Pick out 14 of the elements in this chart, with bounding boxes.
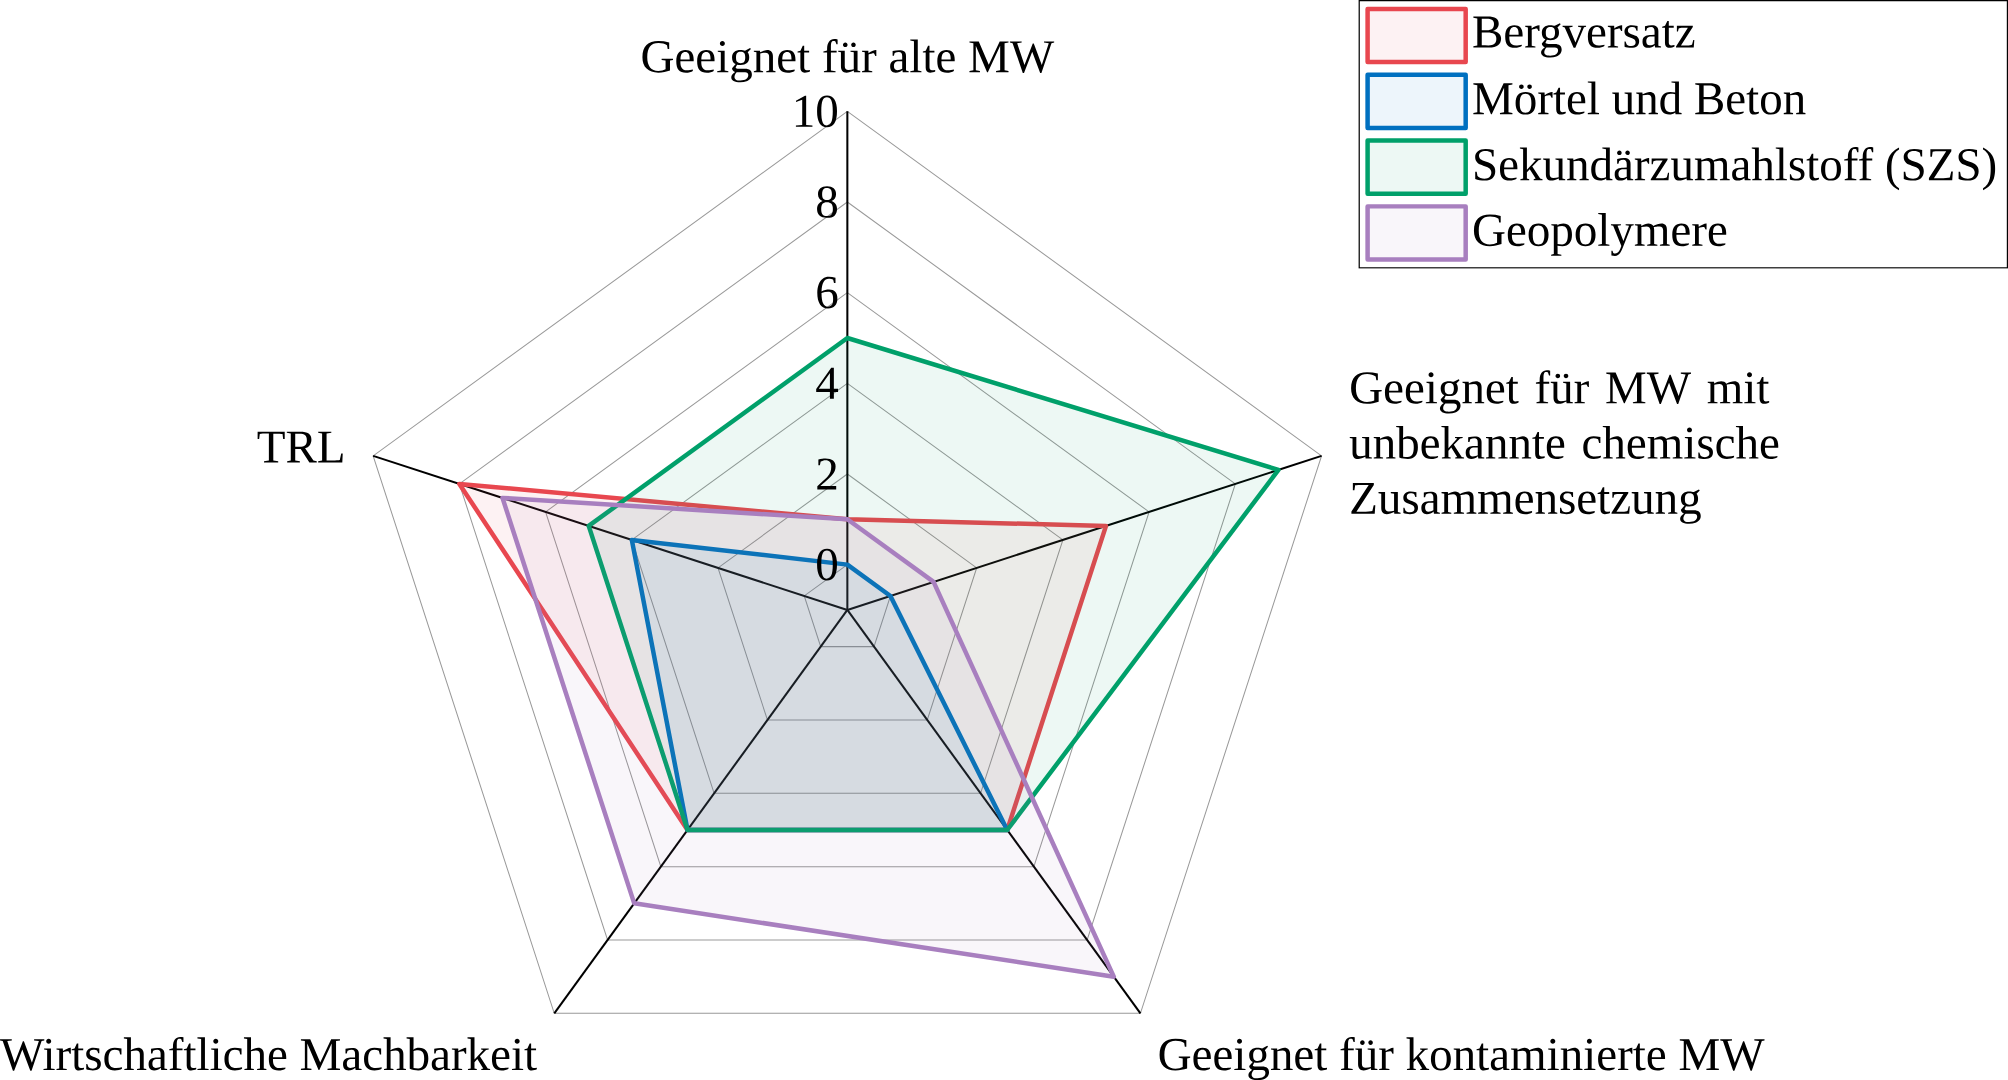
- spoke-label: Geeignet für kontaminierte MW: [1159, 1036, 1765, 1080]
- y-tick-label: 6: [817, 276, 838, 309]
- y-tick-label: 2: [817, 458, 837, 490]
- y-tick-label: 8: [817, 186, 837, 218]
- spoke-label: TRL: [257, 431, 343, 463]
- legend-label: Geopolymere: [1473, 213, 1727, 256]
- spoke-label: Geeignet für MW mit unbekannte chemische Zusammensetzung: [1349, 370, 1779, 524]
- y-tick-label: 4: [816, 367, 839, 399]
- spoke-label: Wirtschaftliche Machbarkeit: [0, 1036, 537, 1071]
- spoke-label: Geeignet für alte MW: [642, 39, 1055, 83]
- legend-label: Mörtel und Beton: [1473, 81, 1806, 115]
- legend-label: Sekundärzumahlstoff (SZS): [1475, 147, 1996, 191]
- legend-label: Bergversatz: [1473, 16, 1695, 58]
- y-tick-label: 10: [795, 95, 837, 128]
